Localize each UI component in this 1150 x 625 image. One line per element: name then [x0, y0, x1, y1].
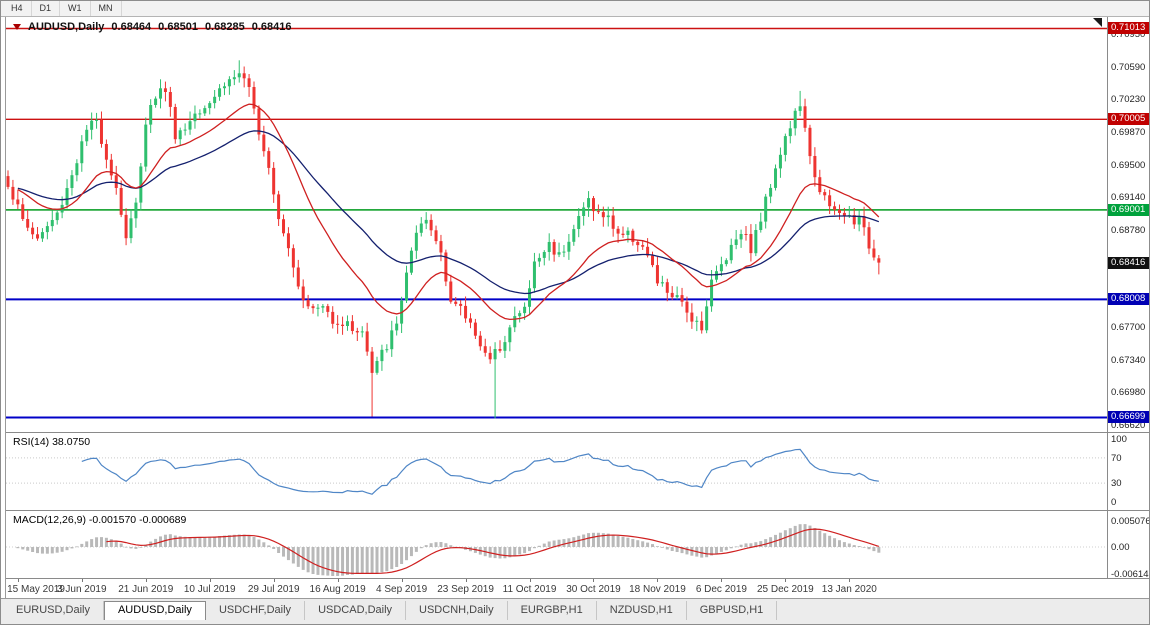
- macd-histogram: [16, 524, 881, 576]
- date-tick: [593, 579, 595, 582]
- date-label: 23 Sep 2019: [437, 584, 494, 595]
- rsi-label: RSI(14) 38.0750: [13, 436, 91, 448]
- price-badge-0.68008: 0.68008: [1108, 293, 1149, 305]
- date-tick: [401, 579, 403, 582]
- date-tick: [785, 579, 787, 582]
- date-label: 18 Nov 2019: [629, 584, 686, 595]
- rsi-axis-label: 30: [1111, 478, 1122, 489]
- macd-plot[interactable]: MACD(12,26,9) -0.001570 -0.000689: [6, 511, 1107, 578]
- date-label: 16 Aug 2019: [309, 584, 366, 595]
- date-label: 15 May 2019: [7, 584, 65, 595]
- tab-usdcnh-daily[interactable]: USDCNH,Daily: [406, 601, 508, 620]
- price-axis-label: 0.70950: [1111, 29, 1146, 40]
- date-tick: [209, 579, 211, 582]
- rsi-panel: RSI(14) 38.0750 100 70 30 0: [6, 432, 1149, 510]
- price-axis[interactable]: 0.70950 0.70590 0.70230 0.69870 0.69500 0.691…: [1107, 17, 1149, 432]
- macd-canvas: [6, 524, 1107, 576]
- date-label: 4 Sep 2019: [376, 584, 428, 595]
- tab-gbpusd-h1[interactable]: GBPUSD,H1: [687, 601, 778, 620]
- price-axis-label: 0.69870: [1111, 127, 1146, 138]
- timeframe-button-d1[interactable]: D1: [32, 1, 61, 16]
- ma-fast-line: [17, 103, 880, 321]
- date-label: 13 Jan 2020: [821, 584, 877, 595]
- macd-axis-label: -0.006148: [1111, 569, 1150, 580]
- horizontal-lines: [6, 27, 1107, 419]
- macd-label: MACD(12,26,9) -0.001570 -0.000689: [13, 514, 187, 526]
- date-label: 11 Oct 2019: [502, 584, 557, 595]
- price-axis-label: 0.70230: [1111, 94, 1146, 105]
- symbol-name: AUDUSD,Daily: [28, 21, 105, 33]
- ma-slow-line: [17, 130, 880, 295]
- ohlc-high: 0.68501: [158, 21, 198, 33]
- rsi-line: [81, 448, 879, 495]
- rsi-axis-label: 70: [1111, 453, 1122, 464]
- macd-axis-label: 0.005076: [1111, 516, 1150, 527]
- price-axis-label: 0.69500: [1111, 160, 1146, 171]
- date-label: 10 Jul 2019: [183, 584, 236, 595]
- rsi-canvas: [6, 448, 1107, 495]
- date-tick: [81, 579, 83, 582]
- rsi-axis-label: 100: [1111, 434, 1127, 445]
- chart-title: AUDUSD,Daily 0.68464 0.68501 0.68285 0.6…: [13, 21, 291, 33]
- macd-panel: MACD(12,26,9) -0.001570 -0.000689 0.0050…: [6, 510, 1150, 580]
- chart-tabs: EURUSD,Daily AUDUSD,Daily USDCHF,Daily USDC…: [1, 598, 1149, 624]
- date-label: 6 Dec 2019: [695, 584, 747, 595]
- date-label: 3 Jun 2019: [57, 584, 107, 595]
- rsi-axis-label: 0: [1111, 497, 1117, 508]
- rsi-axis: 100 70 30 0: [1107, 433, 1149, 510]
- price-badge-0.68416: 0.68416: [1108, 257, 1149, 269]
- symbol-marker-icon: [13, 24, 21, 30]
- ohlc-open: 0.68464: [111, 21, 152, 33]
- price-badge-0.71013: 0.71013: [1108, 22, 1149, 34]
- tab-eurusd-daily[interactable]: EURUSD,Daily: [3, 601, 104, 620]
- timeframe-toolbar: H4 D1 W1 MN: [1, 1, 1149, 17]
- price-axis-label: 0.67340: [1111, 355, 1146, 366]
- date-tick: [529, 579, 531, 582]
- rsi-plot[interactable]: RSI(14) 38.0750: [6, 433, 1107, 510]
- chart-shift-icon: [1093, 18, 1102, 27]
- chart-stack: AUDUSD,Daily 0.68464 0.68501 0.68285 0.6…: [5, 17, 1149, 598]
- tab-nzdusd-h1[interactable]: NZDUSD,H1: [597, 601, 687, 620]
- date-label: 29 Jul 2019: [247, 584, 300, 595]
- price-badge-0.70005: 0.70005: [1108, 113, 1149, 125]
- date-tick: [465, 579, 467, 582]
- tab-usdcad-daily[interactable]: USDCAD,Daily: [305, 601, 407, 620]
- date-tick: [721, 579, 723, 582]
- price-axis-label: 0.67700: [1111, 322, 1146, 333]
- macd-axis-label: 0.00: [1111, 542, 1130, 553]
- tab-eurgbp-h1[interactable]: EURGBP,H1: [508, 601, 597, 620]
- date-tick: [849, 579, 851, 582]
- candles: [6, 60, 881, 419]
- price-axis-label: 0.70590: [1111, 62, 1146, 73]
- rsi-levels: [6, 457, 1107, 484]
- price-badge-0.66699: 0.66699: [1108, 411, 1149, 423]
- macd-signal-line: [106, 528, 880, 575]
- date-label: 25 Dec 2019: [757, 584, 814, 595]
- macd-axis: 0.005076 0.00 -0.006148: [1107, 511, 1150, 580]
- date-tick: [273, 579, 275, 582]
- price-axis-label: 0.66980: [1111, 387, 1146, 398]
- price-chart-plot[interactable]: AUDUSD,Daily 0.68464 0.68501 0.68285 0.6…: [6, 17, 1107, 432]
- price-axis-label: 0.69140: [1111, 192, 1146, 203]
- price-badge-0.69001: 0.69001: [1108, 204, 1149, 216]
- timeframe-button-mn[interactable]: MN: [91, 1, 122, 16]
- date-axis[interactable]: 15 May 2019 3 Jun 2019 21 Jun 2019 10 Jul 2…: [6, 578, 1149, 598]
- date-tick: [657, 579, 659, 582]
- timeframe-button-h4[interactable]: H4: [3, 1, 32, 16]
- date-tick: [17, 579, 19, 582]
- date-tick: [145, 579, 147, 582]
- ohlc-close: 0.68416: [251, 21, 292, 33]
- date-tick: [337, 579, 339, 582]
- timeframe-button-w1[interactable]: W1: [60, 1, 91, 16]
- price-axis-label: 0.66620: [1111, 420, 1146, 431]
- date-label: 21 Jun 2019: [118, 584, 174, 595]
- price-chart-canvas[interactable]: [6, 17, 1107, 432]
- tab-audusd-daily[interactable]: AUDUSD,Daily: [103, 601, 206, 620]
- date-label: 30 Oct 2019: [566, 584, 621, 595]
- price-axis-label: 0.68780: [1111, 225, 1146, 236]
- main-chart-panel: AUDUSD,Daily 0.68464 0.68501 0.68285 0.6…: [6, 17, 1149, 432]
- tab-usdchf-daily[interactable]: USDCHF,Daily: [206, 601, 306, 620]
- ohlc-low: 0.68285: [204, 21, 245, 33]
